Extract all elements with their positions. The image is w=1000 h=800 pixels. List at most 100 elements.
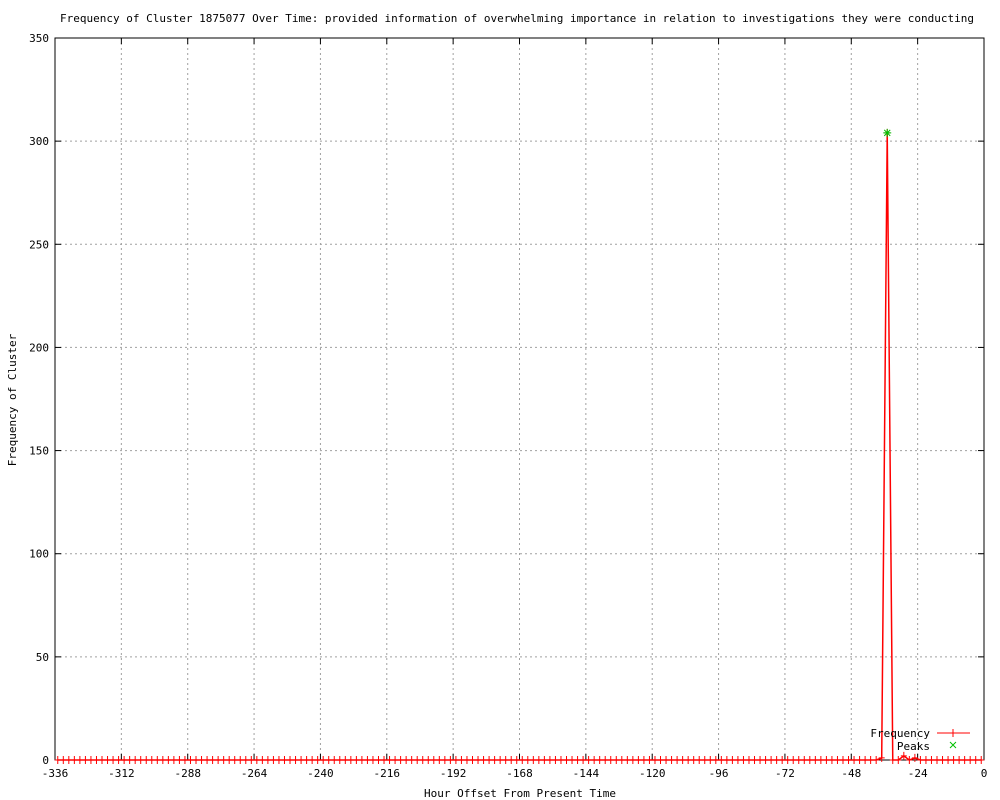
frequency-point bbox=[635, 756, 642, 764]
frequency-point bbox=[917, 756, 924, 764]
x-tick-label: -216 bbox=[374, 767, 401, 780]
frequency-point bbox=[143, 756, 150, 764]
frequency-point bbox=[624, 756, 631, 764]
frequency-point bbox=[347, 756, 354, 764]
frequency-point bbox=[967, 756, 974, 764]
y-tick-label: 50 bbox=[36, 651, 49, 664]
x-tick-label: -240 bbox=[307, 767, 334, 780]
frequency-point bbox=[596, 756, 603, 764]
frequency-point bbox=[784, 756, 791, 764]
frequency-point bbox=[441, 756, 448, 764]
frequency-point bbox=[734, 756, 741, 764]
frequency-point bbox=[447, 756, 454, 764]
frequency-point bbox=[115, 756, 122, 764]
peak-point bbox=[883, 128, 892, 137]
frequency-point bbox=[646, 756, 653, 764]
frequency-point bbox=[497, 756, 504, 764]
frequency-point bbox=[618, 756, 625, 764]
frequency-point bbox=[226, 756, 233, 764]
frequency-point bbox=[856, 756, 863, 764]
x-tick-label: -72 bbox=[775, 767, 795, 780]
frequency-point bbox=[82, 756, 89, 764]
y-tick-label: 250 bbox=[29, 238, 49, 251]
frequency-point bbox=[386, 756, 393, 764]
frequency-point bbox=[237, 756, 244, 764]
frequency-point bbox=[397, 756, 404, 764]
frequency-line bbox=[57, 132, 982, 761]
frequency-point bbox=[110, 756, 117, 764]
frequency-point bbox=[707, 756, 714, 764]
frequency-point bbox=[436, 756, 443, 764]
frequency-point bbox=[320, 756, 327, 764]
y-tick-label: 350 bbox=[29, 32, 49, 45]
frequency-point bbox=[281, 756, 288, 764]
frequency-point bbox=[779, 756, 786, 764]
frequency-point bbox=[93, 756, 100, 764]
frequency-point bbox=[757, 756, 764, 764]
frequency-point bbox=[71, 756, 78, 764]
frequency-point bbox=[933, 756, 940, 764]
frequency-point bbox=[834, 756, 841, 764]
frequency-point bbox=[408, 756, 415, 764]
frequency-point bbox=[900, 751, 907, 760]
frequency-point bbox=[591, 756, 598, 764]
frequency-point bbox=[325, 756, 332, 764]
frequency-point bbox=[176, 756, 183, 764]
frequency-point bbox=[812, 756, 819, 764]
frequency-point bbox=[502, 756, 509, 764]
frequency-point bbox=[668, 756, 675, 764]
frequency-point bbox=[358, 756, 365, 764]
frequency-point bbox=[126, 756, 133, 764]
frequency-point bbox=[723, 756, 730, 764]
y-tick-label: 200 bbox=[29, 341, 49, 354]
frequency-point bbox=[204, 756, 211, 764]
frequency-point bbox=[314, 756, 321, 764]
frequency-point bbox=[873, 756, 880, 764]
frequency-point bbox=[640, 756, 647, 764]
frequency-point bbox=[159, 756, 166, 764]
x-tick-label: -48 bbox=[841, 767, 861, 780]
frequency-point bbox=[99, 756, 106, 764]
frequency-point bbox=[663, 756, 670, 764]
frequency-point bbox=[148, 756, 155, 764]
x-tick-label: -144 bbox=[573, 767, 600, 780]
frequency-point bbox=[220, 756, 227, 764]
frequency-point bbox=[535, 756, 542, 764]
frequency-point bbox=[65, 756, 72, 764]
frequency-point bbox=[790, 756, 797, 764]
frequency-point bbox=[524, 756, 531, 764]
frequency-point bbox=[392, 756, 399, 764]
frequency-point bbox=[613, 756, 620, 764]
frequency-point bbox=[740, 756, 747, 764]
frequency-point bbox=[950, 756, 957, 764]
chart-title: Frequency of Cluster 1875077 Over Time: … bbox=[60, 12, 974, 25]
frequency-point bbox=[823, 756, 830, 764]
frequency-point bbox=[729, 756, 736, 764]
frequency-point bbox=[215, 756, 222, 764]
frequency-point bbox=[972, 756, 979, 764]
frequency-point bbox=[187, 756, 194, 764]
frequency-point bbox=[801, 756, 808, 764]
frequency-point bbox=[552, 756, 559, 764]
frequency-point bbox=[336, 756, 343, 764]
frequency-point bbox=[248, 756, 255, 764]
y-tick-label: 100 bbox=[29, 548, 49, 561]
frequency-point bbox=[557, 756, 564, 764]
x-tick-label: -24 bbox=[908, 767, 928, 780]
frequency-point bbox=[60, 756, 67, 764]
frequency-point bbox=[154, 756, 161, 764]
frequency-point bbox=[828, 756, 835, 764]
frequency-point bbox=[862, 756, 869, 764]
x-tick-label: -288 bbox=[174, 767, 201, 780]
frequency-point bbox=[751, 756, 758, 764]
frequency-point bbox=[867, 756, 874, 764]
frequency-point bbox=[657, 756, 664, 764]
frequency-point bbox=[104, 756, 111, 764]
frequency-point bbox=[242, 756, 249, 764]
frequency-point bbox=[475, 756, 482, 764]
frequency-point bbox=[696, 756, 703, 764]
frequency-point bbox=[231, 756, 238, 764]
frequency-point bbox=[679, 756, 686, 764]
y-tick-label: 150 bbox=[29, 445, 49, 458]
frequency-point bbox=[303, 756, 310, 764]
